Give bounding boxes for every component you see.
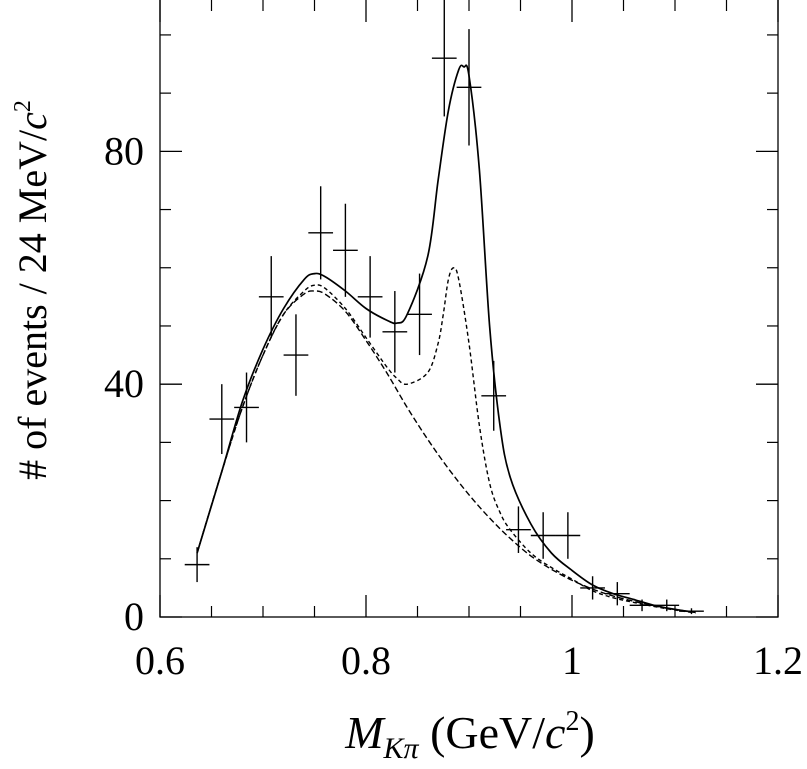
fit-curves bbox=[196, 64, 696, 614]
data-point bbox=[481, 360, 507, 431]
y-tick-label: 40 bbox=[104, 361, 144, 406]
data-point bbox=[506, 506, 531, 553]
x-tick-label: 0.6 bbox=[135, 638, 185, 683]
data-point bbox=[258, 256, 284, 338]
data-point bbox=[654, 599, 680, 612]
data-point bbox=[629, 599, 655, 612]
data-point bbox=[604, 582, 630, 606]
x-axis-label-unit-open: (GeV/ bbox=[419, 707, 546, 758]
total-fit-curve bbox=[196, 64, 696, 614]
x-axis-label-unit-close: ) bbox=[579, 707, 594, 758]
tick-labels: 0.6 0.8 1 1.2 0 40 80 bbox=[104, 128, 803, 683]
data-point bbox=[209, 384, 235, 455]
y-axis-label: # of events / 24 MeV/c2 bbox=[10, 100, 55, 480]
x-axis-label-unit-c: c bbox=[545, 707, 565, 758]
y-tick-label: 0 bbox=[124, 594, 144, 639]
data-point bbox=[580, 576, 605, 600]
data-point bbox=[333, 203, 358, 297]
y-axis-label-prefix: # of events / 24 MeV/ bbox=[10, 129, 55, 480]
data-point bbox=[679, 608, 704, 615]
y-axis-label-exp: 2 bbox=[10, 100, 36, 112]
data-point bbox=[555, 512, 581, 559]
y-tick-label: 80 bbox=[104, 128, 144, 173]
x-tick-label: 1 bbox=[562, 638, 582, 683]
data-point bbox=[234, 372, 259, 443]
data-point bbox=[407, 273, 432, 356]
x-axis-label-sub: Kπ bbox=[383, 732, 420, 765]
x-axis-label-main: M bbox=[344, 707, 386, 758]
data-point bbox=[431, 0, 457, 117]
data-point bbox=[184, 547, 210, 583]
data-point bbox=[308, 186, 334, 280]
data-points bbox=[184, 0, 704, 615]
axis-ticks bbox=[159, 0, 779, 618]
y-axis-label-c: c bbox=[10, 112, 55, 130]
x-axis-label-unit-exp: 2 bbox=[565, 706, 579, 737]
data-point bbox=[456, 29, 482, 146]
data-point bbox=[357, 256, 383, 338]
background-curve bbox=[196, 290, 696, 613]
x-tick-label: 0.8 bbox=[341, 638, 391, 683]
data-point bbox=[283, 314, 309, 396]
x-tick-label: 1.2 bbox=[753, 638, 803, 683]
data-point bbox=[530, 512, 556, 559]
x-axis-label: MKπ (GeV/c2) bbox=[344, 706, 595, 765]
data-point bbox=[382, 291, 408, 373]
